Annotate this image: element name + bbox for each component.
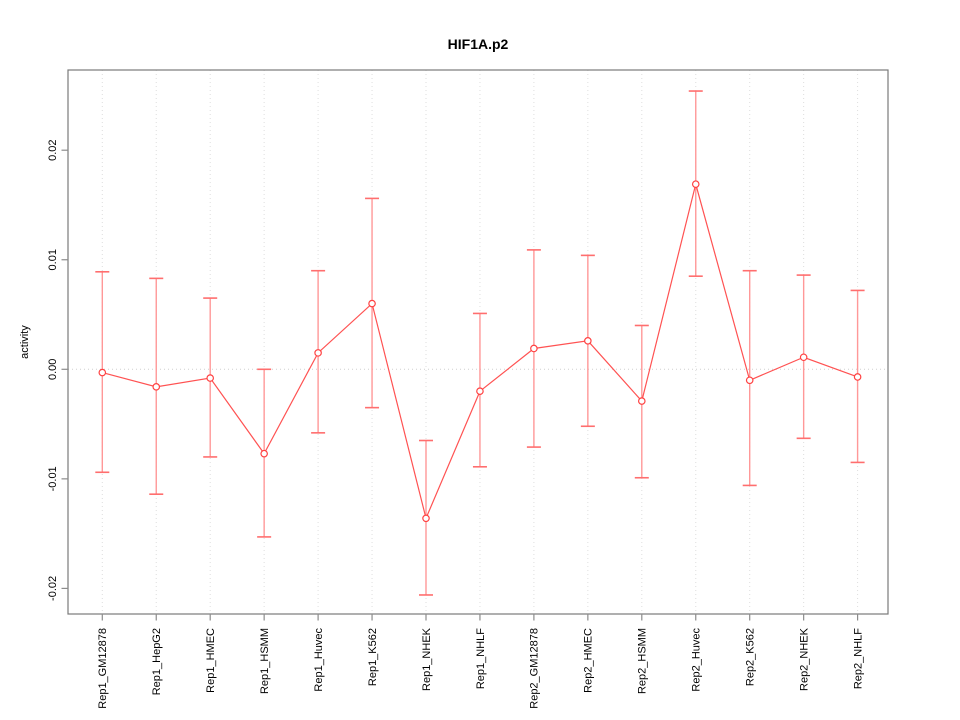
y-axis-tick-label: 0.00 bbox=[47, 359, 59, 380]
chart-title: HIF1A.p2 bbox=[447, 36, 509, 52]
data-point-marker bbox=[853, 373, 862, 381]
data-point-marker bbox=[422, 514, 430, 523]
x-axis-tick-label: Rep2_NHLF bbox=[852, 628, 864, 689]
x-axis-tick-label: Rep2_K562 bbox=[745, 628, 757, 686]
data-point-marker bbox=[691, 180, 700, 188]
x-axis-tick-label: Rep1_HMEC bbox=[205, 628, 217, 693]
x-axis-tick-label: Rep1_NHLF bbox=[475, 628, 487, 689]
data-point-marker bbox=[584, 337, 592, 345]
x-axis-tick-label: Rep1_NHEK bbox=[421, 627, 433, 691]
plot-box bbox=[67, 69, 889, 615]
data-point-marker bbox=[799, 353, 808, 362]
data-point-marker bbox=[260, 449, 268, 458]
data-point-marker bbox=[530, 344, 538, 353]
x-axis-tick-label: Rep2_Huvec bbox=[691, 628, 703, 692]
data-point-marker bbox=[314, 349, 322, 357]
x-axis-tick-label: Rep1_Huvec bbox=[313, 628, 325, 692]
data-point-marker bbox=[98, 368, 107, 377]
y-axis-tick-label: 0.02 bbox=[47, 139, 59, 160]
data-point-marker bbox=[476, 387, 484, 396]
x-axis-tick-label: Rep2_HSMM bbox=[637, 628, 649, 694]
data-point-marker bbox=[745, 376, 754, 385]
x-axis-tick-label: Rep2_HMEC bbox=[583, 628, 595, 693]
y-axis-tick-label: 0.01 bbox=[47, 249, 59, 270]
x-axis-tick-label: Rep1_GM12878 bbox=[97, 628, 109, 709]
data-point-marker bbox=[637, 397, 646, 405]
y-axis-tick-label: -0.01 bbox=[47, 466, 59, 491]
x-axis-tick-label: Rep1_HSMM bbox=[259, 628, 271, 694]
y-axis-tick-label: -0.02 bbox=[47, 576, 59, 601]
data-point-marker bbox=[152, 383, 161, 391]
x-axis-tick-label: Rep1_K562 bbox=[367, 628, 379, 686]
data-point-marker bbox=[206, 374, 215, 382]
x-axis-tick-label: Rep2_NHEK bbox=[799, 627, 811, 691]
y-axis-title: activity bbox=[19, 325, 31, 359]
x-axis-tick-label: Rep2_GM12878 bbox=[529, 628, 541, 709]
x-axis-tick-label: Rep1_HepG2 bbox=[151, 628, 163, 695]
data-point-marker bbox=[368, 299, 376, 308]
